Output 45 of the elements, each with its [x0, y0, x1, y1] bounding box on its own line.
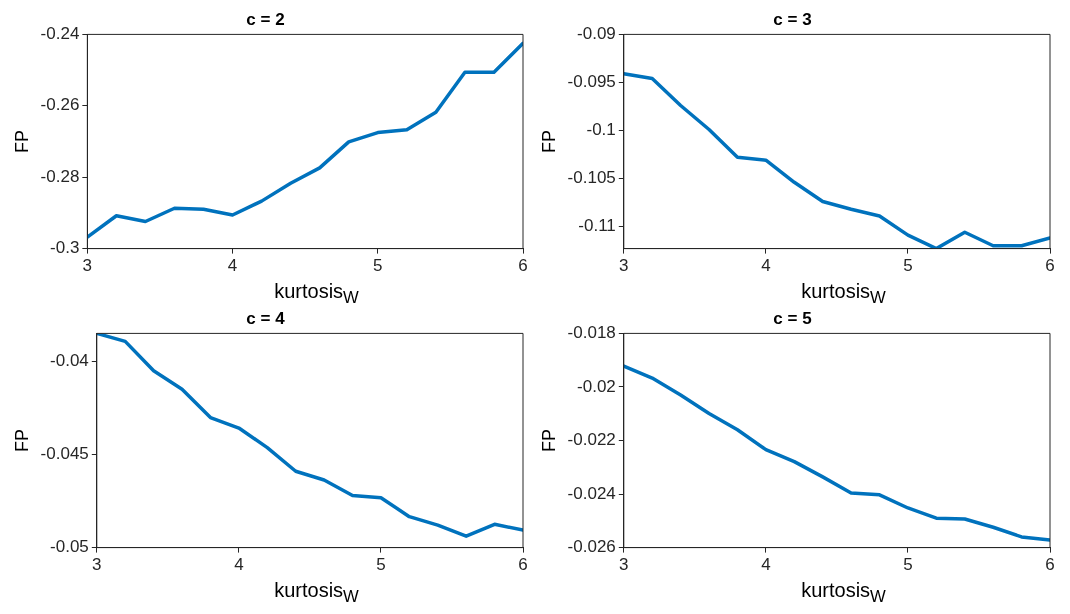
x-tick-label: 6	[518, 256, 528, 276]
x-tick-label: 3	[82, 256, 93, 276]
x-axis-title: kurtosis$_{W}$	[273, 579, 360, 608]
x-tick-label: 4	[227, 256, 238, 276]
y-tick-label: -0.28	[40, 166, 80, 186]
x-tick-label: 5	[903, 256, 913, 276]
y-axis-title: FP	[11, 428, 32, 453]
y-tick-label: -0.26	[40, 95, 80, 115]
chart-title: c = 4	[246, 308, 286, 328]
x-axis-title: kurtosis$_{W}$	[273, 280, 360, 309]
y-axis-title: FP	[11, 129, 32, 154]
x-tick-label: 3	[619, 555, 629, 575]
x-tick-label: 6	[1045, 555, 1055, 575]
x-tick-label: 4	[761, 256, 771, 276]
y-tick-label: -0.09	[577, 24, 616, 44]
y-tick-label: -0.024	[567, 483, 616, 503]
y-tick-label: -0.02	[577, 376, 616, 396]
y-tick-label: -0.095	[567, 72, 616, 92]
y-tick-label: -0.11	[578, 216, 616, 236]
y-tick-label: -0.3	[50, 238, 80, 258]
chart-title: c = 5	[773, 308, 812, 328]
x-axis-title: kurtosis$_{W}$	[800, 280, 887, 309]
y-tick-label: -0.04	[50, 351, 89, 371]
y-axis-title: FP	[538, 428, 559, 453]
x-tick-label: 5	[373, 256, 383, 276]
x-tick-label: 5	[903, 555, 913, 575]
y-tick-label: -0.105	[567, 168, 616, 188]
y-tick-label: -0.045	[40, 444, 89, 464]
x-tick-label: 5	[376, 555, 386, 575]
x-axis-title: kurtosis$_{W}$	[800, 579, 887, 608]
y-tick-label: -0.018	[567, 323, 616, 343]
x-tick-label: 4	[234, 555, 244, 575]
chart-title: c = 3	[773, 9, 812, 29]
y-tick-label: -0.026	[567, 537, 616, 557]
y-tick-label: -0.1	[586, 120, 616, 140]
y-axis-title: FP	[538, 129, 559, 154]
x-tick-label: 4	[761, 555, 771, 575]
y-tick-label: -0.022	[567, 430, 616, 450]
x-tick-label: 6	[518, 555, 528, 575]
x-tick-label: 3	[619, 256, 629, 276]
y-tick-label: -0.24	[40, 24, 80, 44]
x-tick-label: 3	[92, 555, 102, 575]
x-tick-label: 6	[1045, 256, 1055, 276]
chart-title: c = 2	[246, 9, 285, 29]
y-tick-label: -0.05	[50, 537, 89, 557]
